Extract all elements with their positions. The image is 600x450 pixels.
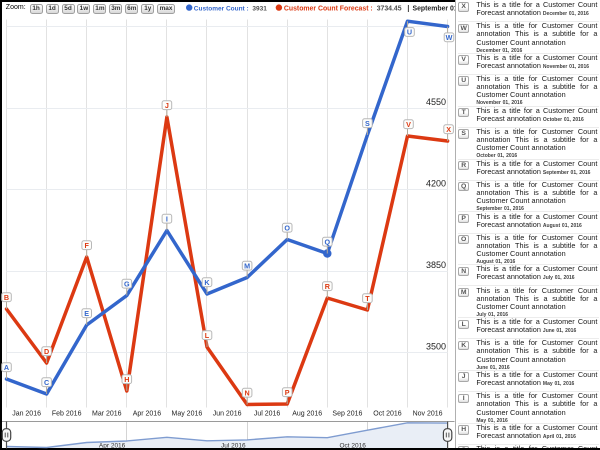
svg-text:3734.45: 3734.45	[377, 6, 402, 13]
svg-text:Jul 2016: Jul 2016	[254, 410, 281, 417]
svg-text:D: D	[44, 347, 49, 356]
svg-text:Sep 2016: Sep 2016	[332, 410, 362, 417]
svg-text:September 01, 2016: September 01, 2016	[413, 6, 478, 13]
svg-text:A: A	[4, 363, 9, 372]
svg-text:U: U	[407, 28, 412, 37]
svg-text:Jan 2016: Jan 2016	[12, 410, 41, 417]
svg-text:H: H	[124, 375, 129, 384]
svg-text:R: R	[325, 282, 331, 291]
svg-text:E: E	[84, 309, 89, 318]
svg-text:4200: 4200	[426, 178, 446, 188]
svg-text:Q: Q	[325, 237, 331, 246]
svg-text:Nov 2016: Nov 2016	[413, 410, 443, 417]
svg-text:X: X	[446, 125, 451, 134]
svg-text:B: B	[4, 293, 9, 302]
svg-text:Feb 2016: Feb 2016	[52, 410, 82, 417]
svg-text:O: O	[284, 223, 290, 232]
svg-text:J: J	[165, 101, 169, 110]
svg-text:Customer Count Forecast :: Customer Count Forecast :	[284, 6, 373, 13]
svg-text:May 2016: May 2016	[172, 410, 203, 417]
svg-text:C: C	[44, 378, 49, 387]
svg-text:3850: 3850	[426, 260, 446, 270]
svg-text:3500: 3500	[426, 342, 446, 352]
svg-text:Aug 2016: Aug 2016	[292, 410, 322, 417]
svg-text:T: T	[365, 294, 370, 303]
svg-text:I: I	[166, 214, 168, 223]
svg-text:Jul 2016: Jul 2016	[221, 443, 246, 450]
svg-text:Jun 2016: Jun 2016	[213, 410, 242, 417]
svg-text:Apr 2016: Apr 2016	[133, 410, 162, 417]
svg-text:W: W	[446, 33, 453, 42]
svg-text:F: F	[85, 241, 90, 250]
svg-text:N: N	[244, 388, 249, 397]
svg-text:Mar 2016: Mar 2016	[92, 410, 122, 417]
svg-text:P: P	[285, 388, 290, 397]
svg-text:K: K	[204, 278, 210, 287]
svg-text:G: G	[124, 279, 130, 288]
svg-text:Oct 2016: Oct 2016	[340, 443, 367, 450]
svg-text:L: L	[205, 331, 210, 340]
svg-text:S: S	[365, 119, 370, 128]
svg-text:|: |	[407, 6, 409, 13]
svg-text:Customer Count :: Customer Count :	[194, 6, 249, 13]
svg-text:V: V	[406, 120, 411, 129]
svg-text:M: M	[244, 261, 250, 270]
svg-text:Oct 2016: Oct 2016	[373, 410, 402, 417]
svg-text:4550: 4550	[426, 97, 446, 107]
svg-text:3931: 3931	[252, 6, 267, 13]
svg-text:Apr 2016: Apr 2016	[99, 443, 126, 450]
